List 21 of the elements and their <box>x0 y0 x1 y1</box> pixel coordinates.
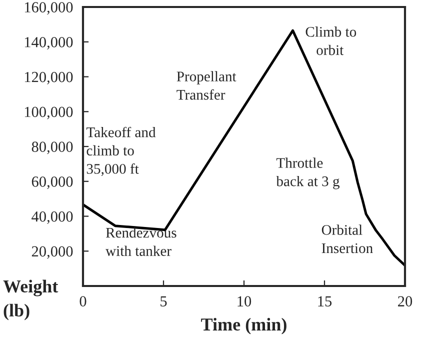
x-tick-label: 0 <box>80 296 86 306</box>
annotation: Propellant Transfer <box>176 71 236 100</box>
x-tick-label: 15 <box>318 296 332 306</box>
y-tick-label: 100,000 <box>24 106 73 120</box>
y-tick-label: 60,000 <box>32 176 73 190</box>
y-tick-label: 120,000 <box>24 72 73 84</box>
annotation: Throttle back at 3 g <box>276 158 340 190</box>
y-tick-label: 40,000 <box>32 211 73 224</box>
y-tick-label: 160,000 <box>24 2 73 15</box>
annotation: Climb to orbit <box>306 26 356 56</box>
annotation: Rendezvous with tanker <box>106 227 176 256</box>
y-tick-label: 140,000 <box>24 37 73 50</box>
x-tick-label: 20 <box>398 296 412 306</box>
y-tick-label: 80,000 <box>32 142 73 154</box>
annotation: Orbital Insertion <box>322 224 373 254</box>
y-tick-label: 20,000 <box>32 246 73 259</box>
y-axis-title: Weight (lb) <box>3 280 58 320</box>
x-tick-label: 10 <box>238 296 252 306</box>
x-axis-title: Time (min) <box>201 318 286 334</box>
x-tick-label: 5 <box>160 296 167 306</box>
annotation: Takeoff and climb to 35,000 ft <box>86 126 156 176</box>
